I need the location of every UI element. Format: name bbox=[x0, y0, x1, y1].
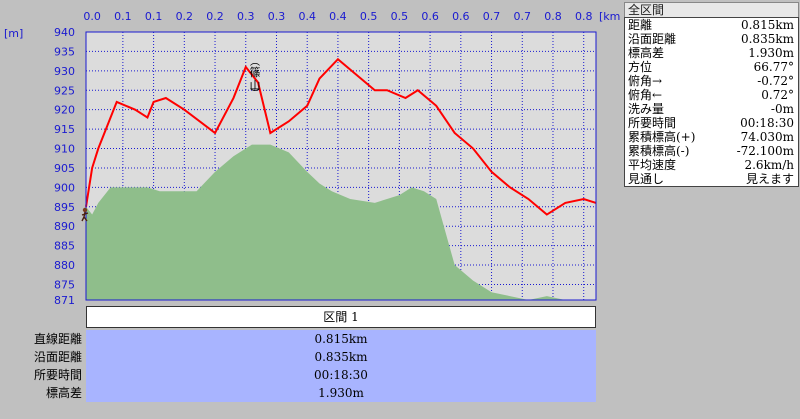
summary-row: 沿面距離 0.835km bbox=[625, 32, 799, 46]
summary-label: 見通し bbox=[628, 172, 665, 186]
summary-label: 平均速度 bbox=[628, 158, 677, 172]
terrain-profile-area bbox=[86, 144, 596, 300]
summary-row: 距離 0.815km bbox=[625, 18, 799, 33]
y-tick-label: 900 bbox=[54, 181, 75, 194]
section-row-label: 直線距離 bbox=[33, 332, 82, 346]
summary-label: 距離 bbox=[628, 18, 653, 32]
summary-value: 0.72° bbox=[761, 88, 794, 102]
y-tick-label: 910 bbox=[54, 143, 75, 156]
y-tick-label: 935 bbox=[54, 45, 75, 58]
section-row-value: 1.930m bbox=[318, 386, 364, 400]
x-tick-label: 0.0 bbox=[83, 10, 101, 23]
summary-label: 所要時間 bbox=[628, 116, 677, 130]
section-labels: 直線距離沿面距離所要時間標高差 bbox=[0, 330, 84, 402]
elevation-chart: [m] [km] 0.00.10.10.20.20.30.30.40.40.50… bbox=[4, 10, 620, 305]
x-tick-labels: 0.0 0.1 0.1 0.2 0.2 0.3 0.3 0.4 0.4 0.5 0.5 0.6 0.6 0… bbox=[83, 10, 592, 23]
y-tick-label: 890 bbox=[54, 220, 75, 233]
summary-row: 俯角→ -0.72° bbox=[625, 74, 799, 88]
x-tick-label: 0.1 bbox=[114, 10, 132, 23]
peak-label-char: 篠 bbox=[250, 65, 261, 79]
x-tick-label: 0.3 bbox=[268, 10, 286, 23]
summary-label: 標高差 bbox=[628, 46, 665, 60]
x-tick-label: 0.2 bbox=[206, 10, 224, 23]
summary-value: 00:18:30 bbox=[740, 116, 794, 130]
x-unit-label: [km] bbox=[599, 10, 620, 23]
plot-frame bbox=[85, 31, 597, 301]
summary-row: 累積標高(+) 74.030m bbox=[625, 130, 799, 144]
y-tick-label: 920 bbox=[54, 104, 75, 117]
summary-table: 距離 0.815km 沿面距離 0.835km 標高差 1.930m 方位 66.77° 俯角→… bbox=[624, 17, 799, 187]
summary-value: -72.100m bbox=[736, 144, 794, 158]
section-row-value: 0.835km bbox=[314, 350, 368, 364]
route-elevation-line bbox=[85, 57, 597, 216]
x-tick-label: 0.1 bbox=[145, 10, 163, 23]
summary-row: 方位 66.77° bbox=[625, 60, 799, 74]
summary-value: 66.77° bbox=[753, 60, 794, 74]
y-tick-label: 895 bbox=[54, 201, 75, 214]
summary-value: 0.835km bbox=[740, 32, 794, 46]
x-tick-label: 0.5 bbox=[391, 10, 409, 23]
x-tick-label: 0.7 bbox=[483, 10, 501, 23]
x-tick-label: 0.5 bbox=[360, 10, 378, 23]
summary-row: 俯角← 0.72° bbox=[625, 88, 799, 102]
peak-marker-sasayama: ︵ 篠 山 ︶ bbox=[250, 57, 261, 100]
y-tick-label: 915 bbox=[54, 123, 75, 136]
y-tick-label: 880 bbox=[54, 259, 75, 272]
summary-label: 沿面距離 bbox=[628, 32, 677, 46]
summary-label: 洗み量 bbox=[628, 102, 665, 116]
summary-title: 全区間 bbox=[624, 2, 799, 17]
summary-row: 累積標高(-) -72.100m bbox=[625, 144, 799, 158]
summary-value: 0.815km bbox=[740, 18, 794, 32]
x-tick-label: 0.4 bbox=[298, 10, 316, 23]
x-tick-label: 0.4 bbox=[329, 10, 347, 23]
summary-value: -0.72° bbox=[757, 74, 794, 88]
y-tick-label: 885 bbox=[54, 240, 75, 253]
summary-row: 所要時間 00:18:30 bbox=[625, 116, 799, 130]
peak-label-paren-open: ︵ bbox=[250, 57, 260, 68]
summary-row: 見通し 見えます bbox=[625, 172, 799, 187]
summary-value: 74.030m bbox=[740, 130, 794, 144]
section-header[interactable]: 区間 1 bbox=[86, 306, 596, 328]
summary-label: 俯角← bbox=[628, 88, 663, 102]
x-tick-label: 0.8 bbox=[544, 10, 562, 23]
section-row-value: 00:18:30 bbox=[314, 368, 368, 382]
x-tick-label: 0.8 bbox=[575, 10, 593, 23]
summary-value: 2.6km/h bbox=[744, 158, 794, 172]
summary-label: 方位 bbox=[628, 60, 653, 74]
summary-label: 累積標高(-) bbox=[628, 144, 690, 158]
summary-row: 洗み量 -0m bbox=[625, 102, 799, 116]
peak-label-paren-close: ︶ bbox=[250, 88, 260, 100]
y-tick-label: 940 bbox=[54, 26, 75, 39]
y-tick-label: 925 bbox=[54, 84, 75, 97]
start-hiker-icon bbox=[81, 207, 89, 222]
y-unit-label: [m] bbox=[4, 27, 23, 40]
x-tick-label: 0.2 bbox=[176, 10, 194, 23]
x-tick-label: 0.6 bbox=[421, 10, 439, 23]
x-tick-label: 0.3 bbox=[237, 10, 255, 23]
x-tick-label: 0.6 bbox=[452, 10, 470, 23]
section-row-label: 標高差 bbox=[45, 386, 82, 400]
summary-row: 平均速度 2.6km/h bbox=[625, 158, 799, 172]
summary-label: 累積標高(+) bbox=[628, 130, 696, 144]
x-tick-label: 0.7 bbox=[514, 10, 532, 23]
y-tick-label: 875 bbox=[54, 278, 75, 291]
summary-value: 見えます bbox=[745, 172, 794, 186]
y-tick-label: 905 bbox=[54, 162, 75, 175]
y-tick-labels: 940 935 930 925 920 915 910 905 900 895 890 885 880 8… bbox=[54, 26, 75, 305]
summary-panel: 全区間 距離 0.815km 沿面距離 0.835km 標高差 1.930m 方位 66.77… bbox=[624, 2, 799, 187]
summary-row: 標高差 1.930m bbox=[625, 46, 799, 60]
y-tick-label: 930 bbox=[54, 65, 75, 78]
section-values: 0.815km 0.835km 00:18:30 1.930m bbox=[86, 330, 596, 402]
peak-label-char: 山 bbox=[250, 79, 261, 92]
section-row-label: 沿面距離 bbox=[33, 350, 82, 364]
section-row-value: 0.815km bbox=[314, 332, 368, 346]
summary-value: 1.930m bbox=[748, 46, 794, 60]
summary-label: 俯角→ bbox=[628, 74, 663, 88]
summary-value: -0m bbox=[770, 102, 794, 116]
section-row-label: 所要時間 bbox=[33, 368, 82, 382]
y-tick-label: 871 bbox=[54, 294, 75, 305]
